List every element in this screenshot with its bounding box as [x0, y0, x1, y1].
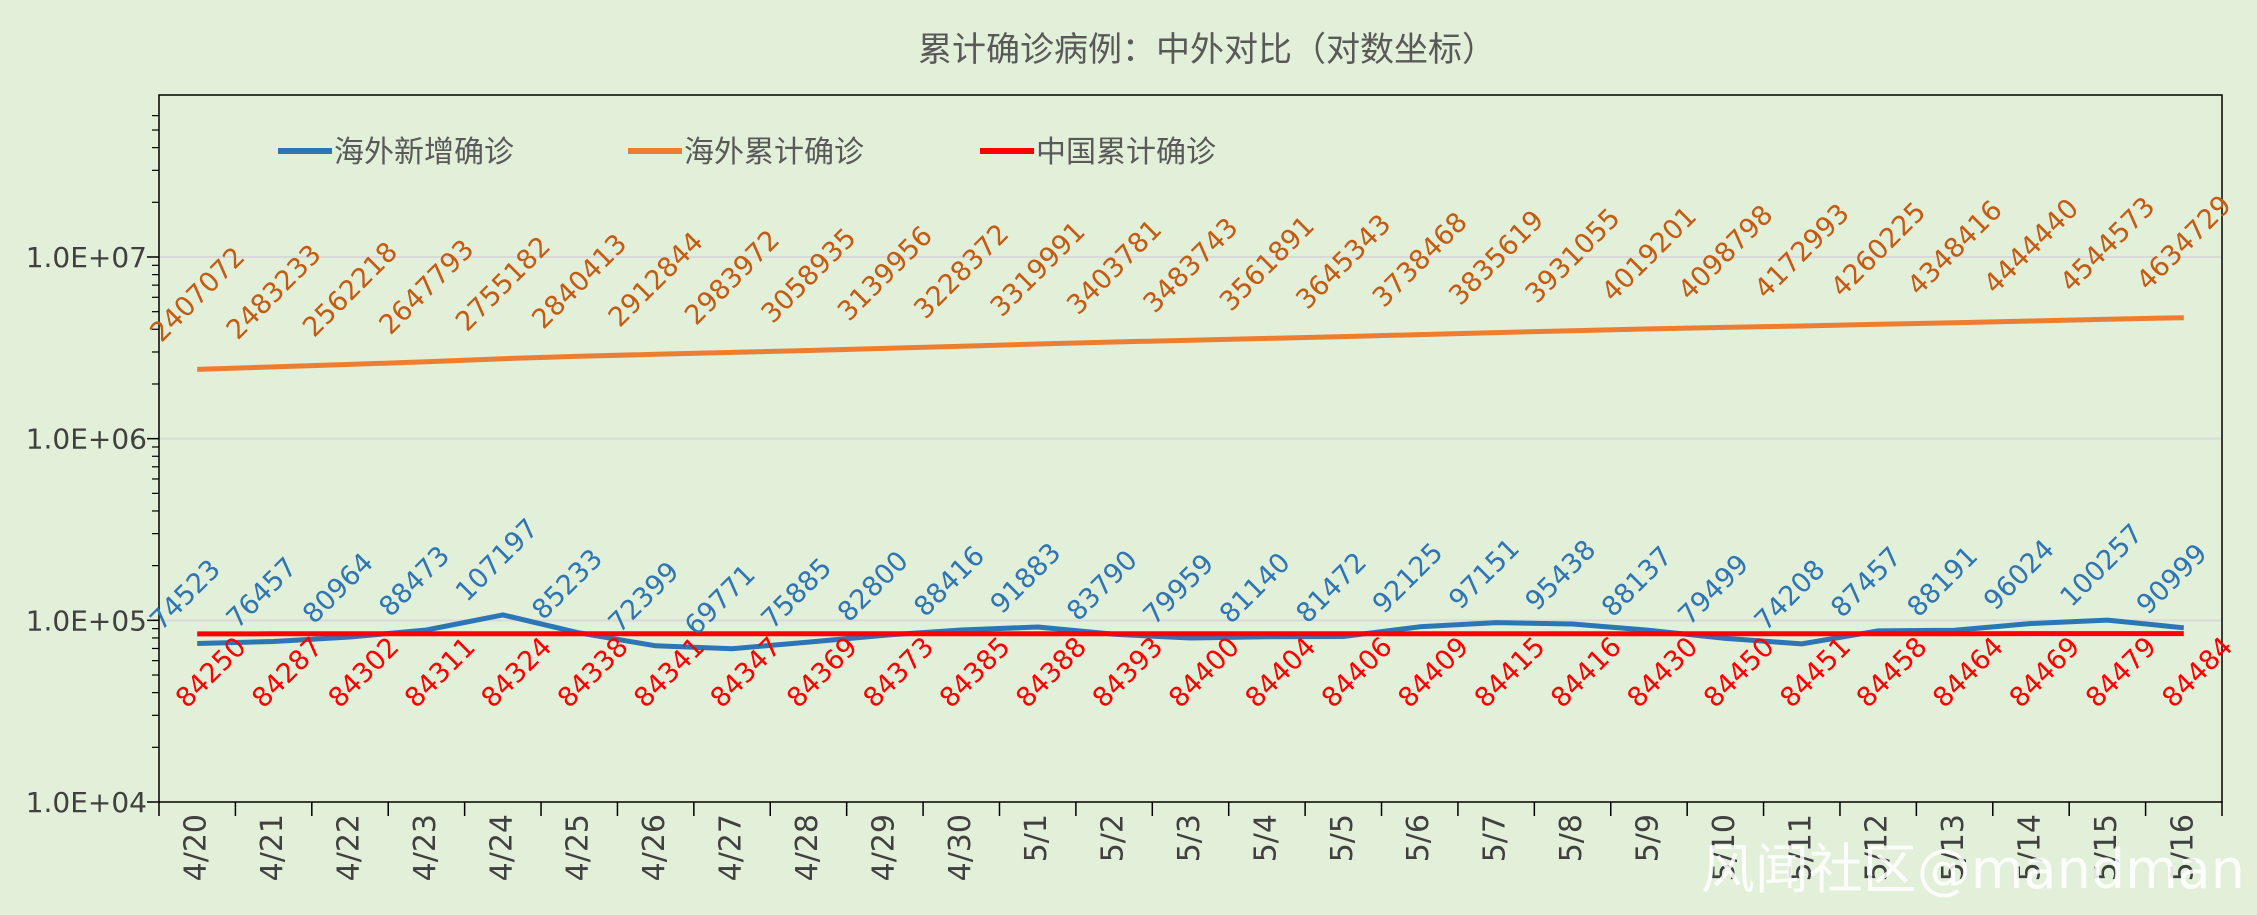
y-tick-label: 1.0E+06	[26, 423, 147, 456]
x-tick-label: 5/6	[1401, 814, 1436, 862]
plot-border	[158, 94, 2223, 803]
legend-label: 海外累计确诊	[684, 135, 864, 170]
chart-title: 累计确诊病例：中外对比（对数坐标）	[918, 30, 1496, 70]
x-tick-label: 5/9	[1630, 814, 1665, 862]
x-tick-label: 5/7	[1478, 814, 1513, 862]
x-tick-label: 4/24	[484, 814, 519, 881]
data-label: 79499	[1672, 549, 1755, 632]
data-label: 80964	[297, 547, 380, 630]
data-label: 84458	[1851, 631, 1934, 714]
data-label: 97151	[1443, 533, 1526, 616]
x-tick-label: 5/13	[1936, 814, 1971, 881]
legend: 海外新增确诊 海外累计确诊 中国累计确诊	[278, 135, 1216, 170]
data-label: 84409	[1392, 631, 1475, 714]
data-label: 79959	[1138, 548, 1221, 631]
x-tick-label: 4/30	[943, 814, 978, 881]
data-label: 84464	[1927, 631, 2010, 714]
data-label: 84400	[1163, 631, 1246, 714]
data-label: 84324	[475, 631, 558, 714]
data-label: 84416	[1545, 631, 1628, 714]
data-label: 88137	[1596, 541, 1679, 624]
data-label: 107197	[450, 513, 545, 608]
data-label: 84393	[1087, 631, 1170, 714]
x-tick-label: 4/20	[179, 814, 214, 881]
legend-label: 中国累计确诊	[1036, 135, 1216, 170]
watermark: 风闻社区@mandman	[1701, 838, 2245, 901]
data-label: 84484	[2156, 631, 2239, 714]
x-tick-label: 5/2	[1096, 814, 1131, 862]
data-label: 88473	[373, 540, 456, 623]
series-line-1	[197, 315, 2184, 372]
x-tick-label: 5/8	[1554, 814, 1589, 862]
data-label: 83790	[1061, 545, 1144, 628]
data-label: 84404	[1240, 631, 1323, 714]
data-label: 84338	[552, 631, 635, 714]
x-tick-label: 5/3	[1172, 814, 1207, 862]
x-tick-label: 5/14	[2012, 814, 2047, 881]
data-label: 92125	[1367, 537, 1450, 620]
data-label: 84450	[1698, 631, 1781, 714]
data-label: 74208	[1749, 554, 1832, 637]
data-label: 95438	[1520, 534, 1603, 617]
x-tick-label: 4/23	[408, 814, 443, 881]
y-tick-label: 1.0E+07	[26, 241, 147, 274]
x-tick-label: 4/22	[332, 814, 367, 881]
data-label: 84469	[2004, 631, 2087, 714]
data-label: 75885	[755, 552, 838, 635]
legend-label: 海外新增确诊	[334, 135, 514, 170]
data-label: 81140	[1214, 547, 1297, 630]
y-tick-label: 1.0E+04	[26, 786, 147, 819]
data-label: 76457	[221, 552, 304, 635]
data-label: 81472	[1290, 547, 1373, 630]
x-tick-label: 4/25	[561, 814, 596, 881]
data-label: 85233	[526, 543, 609, 626]
data-label: 96024	[1978, 534, 2061, 617]
x-tick-label: 5/5	[1325, 814, 1360, 862]
x-tick-label: 5/1	[1019, 814, 1054, 862]
data-label: 84388	[1010, 631, 1093, 714]
axes: 1.0E+04 1.0E+05 1.0E+06 1.0E+07 4/20 4/21 4/22…	[26, 94, 2223, 881]
data-label: 84302	[323, 631, 406, 714]
data-label: 84415	[1469, 631, 1552, 714]
legend-item-2: 中国累计确诊	[980, 135, 1216, 170]
x-tick-label: 4/29	[866, 814, 901, 881]
data-label: 84311	[399, 631, 482, 714]
data-label: 88191	[1902, 541, 1985, 624]
legend-item-1: 海外累计确诊	[628, 135, 864, 170]
data-label: 91883	[985, 537, 1068, 620]
x-tick-label: 4/26	[637, 814, 672, 881]
x-tick-label: 5/11	[1783, 814, 1818, 881]
x-tick-label: 5/4	[1248, 814, 1283, 862]
legend-item-0: 海外新增确诊	[278, 135, 514, 170]
data-label: 90999	[2131, 538, 2214, 621]
data-label: 84373	[858, 631, 941, 714]
data-label: 84385	[934, 631, 1017, 714]
data-label: 84347	[705, 631, 788, 714]
gridlines	[159, 256, 2222, 622]
data-label: 84406	[1316, 631, 1399, 714]
y-tick-label: 1.0E+05	[26, 604, 147, 637]
data-label: 88416	[908, 540, 991, 623]
x-tick-label: 4/28	[790, 814, 825, 881]
data-label: 82800	[832, 546, 915, 629]
data-label: 69771	[679, 559, 762, 642]
x-tick-label: 5/10	[1707, 814, 1742, 881]
x-tick-label: 5/16	[2165, 814, 2200, 881]
x-tick-label: 5/15	[2089, 814, 2124, 881]
x-tick-label: 4/21	[255, 814, 290, 881]
series-lines	[197, 315, 2185, 652]
data-label: 72399	[603, 556, 686, 639]
x-tick-label: 5/12	[1860, 814, 1895, 881]
x-tick-label: 4/27	[714, 814, 749, 881]
data-label: 84479	[2080, 631, 2163, 714]
data-label: 84430	[1622, 631, 1705, 714]
data-label: 87457	[1825, 541, 1908, 624]
